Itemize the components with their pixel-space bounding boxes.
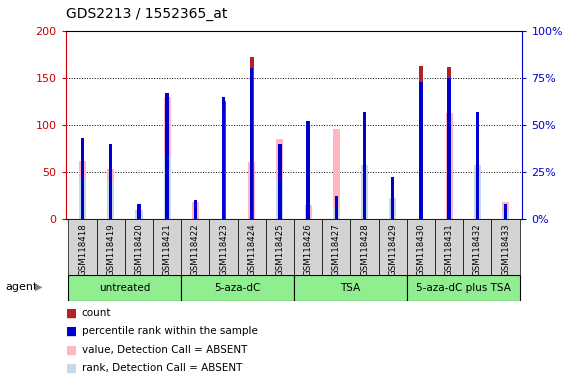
Text: GSM118430: GSM118430 bbox=[416, 223, 425, 276]
Bar bbox=[335, 196, 338, 219]
Bar bbox=[250, 57, 254, 219]
Bar bbox=[164, 156, 171, 219]
Bar bbox=[391, 177, 395, 219]
Bar bbox=[305, 205, 312, 219]
Bar bbox=[447, 68, 451, 219]
Bar bbox=[474, 165, 481, 219]
Bar bbox=[135, 210, 143, 219]
Bar bbox=[125, 219, 153, 275]
Bar bbox=[492, 219, 520, 275]
Bar bbox=[333, 208, 340, 219]
Text: ■: ■ bbox=[66, 306, 77, 319]
Text: GSM118422: GSM118422 bbox=[191, 223, 200, 276]
Text: GSM118425: GSM118425 bbox=[275, 223, 284, 276]
Bar bbox=[248, 162, 255, 219]
Text: GSM118423: GSM118423 bbox=[219, 223, 228, 276]
Bar bbox=[435, 219, 463, 275]
Bar bbox=[69, 219, 96, 275]
Bar bbox=[166, 93, 169, 219]
Bar bbox=[192, 202, 199, 219]
Bar bbox=[222, 97, 226, 219]
Bar bbox=[294, 275, 407, 301]
Bar bbox=[250, 68, 254, 219]
Text: GSM118427: GSM118427 bbox=[332, 223, 341, 276]
Bar bbox=[79, 161, 86, 219]
Bar bbox=[448, 78, 451, 219]
Bar bbox=[210, 219, 238, 275]
Bar bbox=[153, 219, 181, 275]
Text: GSM118418: GSM118418 bbox=[78, 223, 87, 276]
Bar bbox=[266, 219, 294, 275]
Bar bbox=[194, 200, 197, 219]
Text: ▶: ▶ bbox=[35, 282, 43, 292]
Bar bbox=[137, 204, 140, 219]
Text: GSM118429: GSM118429 bbox=[388, 223, 397, 276]
Text: GSM118428: GSM118428 bbox=[360, 223, 369, 276]
Text: GSM118420: GSM118420 bbox=[135, 223, 143, 276]
Text: 5-aza-dC: 5-aza-dC bbox=[215, 283, 261, 293]
Bar bbox=[135, 211, 143, 219]
Bar bbox=[322, 219, 351, 275]
Text: rank, Detection Call = ABSENT: rank, Detection Call = ABSENT bbox=[82, 363, 242, 373]
Text: count: count bbox=[82, 308, 111, 318]
Bar bbox=[463, 219, 492, 275]
Text: agent: agent bbox=[6, 282, 38, 292]
Bar bbox=[222, 101, 226, 219]
Bar bbox=[361, 165, 368, 219]
Text: TSA: TSA bbox=[340, 283, 360, 293]
Bar bbox=[109, 144, 112, 219]
Text: GSM118432: GSM118432 bbox=[473, 223, 482, 276]
Bar bbox=[79, 179, 86, 219]
Text: ■: ■ bbox=[66, 343, 77, 356]
Bar bbox=[307, 121, 310, 219]
Bar bbox=[476, 112, 479, 219]
Bar bbox=[502, 202, 509, 219]
Bar bbox=[407, 219, 435, 275]
Bar bbox=[276, 139, 283, 219]
Bar bbox=[389, 198, 396, 219]
Bar bbox=[238, 219, 266, 275]
Text: 5-aza-dC plus TSA: 5-aza-dC plus TSA bbox=[416, 283, 510, 293]
Text: GDS2213 / 1552365_at: GDS2213 / 1552365_at bbox=[66, 7, 227, 21]
Bar bbox=[504, 204, 507, 219]
Text: ■: ■ bbox=[66, 325, 77, 338]
Bar bbox=[351, 219, 379, 275]
Bar bbox=[407, 275, 520, 301]
Text: GSM118421: GSM118421 bbox=[163, 223, 172, 276]
Bar bbox=[69, 275, 181, 301]
Bar bbox=[419, 81, 423, 219]
Text: GSM118419: GSM118419 bbox=[106, 223, 115, 276]
Bar bbox=[445, 113, 453, 219]
Text: percentile rank within the sample: percentile rank within the sample bbox=[82, 326, 258, 336]
Bar bbox=[81, 138, 85, 219]
Bar bbox=[502, 211, 509, 219]
Text: GSM118426: GSM118426 bbox=[304, 223, 313, 276]
Bar bbox=[107, 169, 114, 219]
Bar bbox=[294, 219, 322, 275]
Text: value, Detection Call = ABSENT: value, Detection Call = ABSENT bbox=[82, 345, 247, 355]
Text: ■: ■ bbox=[66, 362, 77, 375]
Bar bbox=[333, 129, 340, 219]
Text: untreated: untreated bbox=[99, 283, 151, 293]
Bar bbox=[419, 66, 423, 219]
Bar bbox=[363, 112, 366, 219]
Bar bbox=[278, 144, 282, 219]
Text: GSM118433: GSM118433 bbox=[501, 223, 510, 276]
Bar bbox=[96, 219, 125, 275]
Bar bbox=[107, 181, 114, 219]
Bar bbox=[276, 181, 283, 219]
Bar bbox=[181, 275, 294, 301]
Text: GSM118424: GSM118424 bbox=[247, 223, 256, 276]
Bar bbox=[361, 195, 368, 219]
Bar bbox=[379, 219, 407, 275]
Text: GSM118431: GSM118431 bbox=[445, 223, 453, 276]
Bar bbox=[164, 97, 171, 219]
Bar bbox=[181, 219, 210, 275]
